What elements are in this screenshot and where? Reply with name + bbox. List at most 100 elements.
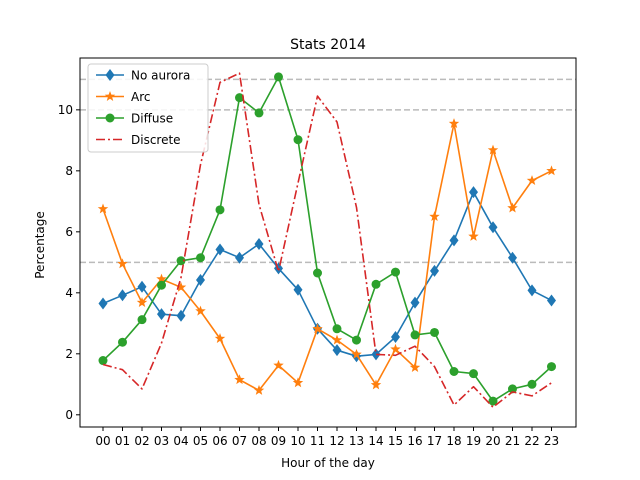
data-point bbox=[137, 315, 147, 325]
data-point bbox=[371, 279, 381, 289]
data-point bbox=[331, 334, 343, 345]
x-tick-label: 18 bbox=[446, 434, 461, 448]
y-axis-label: Percentage bbox=[33, 211, 47, 279]
x-tick-label: 03 bbox=[154, 434, 169, 448]
data-point bbox=[215, 205, 225, 215]
plot-area: 00 01 02 03 04 05 06 07 08 09 10 11 12 13 14 15 16 17 18 19… bbox=[58, 57, 577, 448]
data-point bbox=[430, 327, 439, 337]
x-tick-label: 19 bbox=[466, 434, 481, 448]
data-point bbox=[469, 369, 478, 379]
series-line bbox=[102, 76, 553, 402]
data-point bbox=[98, 297, 108, 310]
data-point bbox=[136, 297, 148, 308]
x-tick-label: 11 bbox=[310, 434, 325, 448]
x-tick-label: 22 bbox=[524, 434, 539, 448]
x-tick-label: 07 bbox=[232, 434, 247, 448]
data-point bbox=[547, 294, 556, 307]
legend-label: No aurora bbox=[131, 69, 190, 83]
data-point bbox=[390, 343, 401, 354]
data-point bbox=[118, 289, 127, 302]
data-point bbox=[195, 305, 206, 316]
x-tick-label: 23 bbox=[544, 434, 559, 448]
data-point bbox=[293, 283, 303, 296]
y-tick-label: 8 bbox=[65, 164, 73, 178]
y-tick-label: 4 bbox=[65, 286, 73, 300]
legend-box bbox=[87, 63, 209, 153]
data-point bbox=[547, 362, 556, 372]
data-point bbox=[409, 362, 421, 372]
data-point bbox=[98, 356, 108, 366]
data-point bbox=[293, 135, 303, 145]
data-point bbox=[234, 374, 245, 385]
data-point bbox=[469, 186, 478, 199]
data-point bbox=[175, 281, 187, 292]
data-point bbox=[527, 379, 537, 389]
data-point bbox=[351, 348, 362, 359]
data-point bbox=[487, 144, 499, 155]
x-tick-label: 00 bbox=[95, 434, 110, 448]
data-point bbox=[235, 251, 244, 264]
data-point bbox=[196, 253, 205, 263]
x-tick-label: 16 bbox=[407, 434, 422, 448]
data-point bbox=[429, 211, 440, 222]
x-tick-label: 09 bbox=[271, 434, 286, 448]
data-point bbox=[137, 280, 147, 293]
data-point bbox=[117, 258, 128, 269]
data-point bbox=[391, 267, 400, 277]
data-point bbox=[176, 256, 186, 266]
data-point bbox=[274, 72, 283, 82]
data-point bbox=[196, 274, 205, 287]
x-tick-label: 04 bbox=[173, 434, 188, 448]
x-tick-label: 14 bbox=[368, 434, 383, 448]
y-tick-label: 6 bbox=[65, 225, 73, 239]
data-point bbox=[527, 284, 537, 297]
legend-label: Arc bbox=[131, 90, 150, 104]
data-point bbox=[430, 264, 439, 277]
x-tick-label: 12 bbox=[329, 434, 344, 448]
data-point bbox=[157, 280, 166, 290]
data-point bbox=[352, 335, 361, 345]
data-point bbox=[156, 273, 167, 284]
data-point bbox=[488, 396, 498, 406]
data-point bbox=[105, 113, 115, 123]
data-point bbox=[312, 323, 323, 334]
data-point bbox=[508, 384, 517, 394]
data-point bbox=[546, 165, 557, 176]
data-point bbox=[273, 359, 284, 370]
plot-frame bbox=[79, 57, 577, 428]
data-point bbox=[332, 324, 342, 334]
data-point bbox=[97, 203, 109, 214]
x-tick-label: 10 bbox=[290, 434, 305, 448]
legend-label: Discrete bbox=[131, 133, 181, 147]
chart-title: Stats 2014 bbox=[290, 37, 366, 53]
data-point bbox=[157, 308, 166, 321]
data-point bbox=[507, 202, 518, 213]
data-point bbox=[410, 296, 420, 309]
data-point bbox=[253, 384, 265, 395]
data-point bbox=[410, 330, 420, 340]
x-tick-label: 17 bbox=[427, 434, 442, 448]
data-point bbox=[449, 366, 459, 376]
data-point bbox=[370, 379, 382, 390]
data-point bbox=[254, 238, 264, 251]
data-point bbox=[215, 243, 225, 256]
legend-label: Diffuse bbox=[131, 112, 173, 126]
data-point bbox=[391, 331, 400, 344]
x-tick-label: 08 bbox=[251, 434, 266, 448]
data-point bbox=[332, 344, 342, 357]
x-tick-label: 05 bbox=[193, 434, 208, 448]
data-point bbox=[449, 234, 459, 247]
data-point bbox=[448, 118, 460, 129]
y-tick-label: 10 bbox=[58, 103, 73, 117]
data-point bbox=[292, 377, 304, 388]
x-tick-label: 21 bbox=[505, 434, 520, 448]
x-tick-label: 01 bbox=[115, 434, 130, 448]
x-tick-label: 15 bbox=[388, 434, 403, 448]
x-tick-label: 13 bbox=[349, 434, 364, 448]
data-point bbox=[526, 175, 538, 186]
y-tick-label: 2 bbox=[65, 347, 73, 361]
x-axis-label: Hour of the day bbox=[281, 456, 375, 470]
series-line bbox=[102, 72, 552, 409]
data-point bbox=[254, 108, 264, 118]
x-tick-label: 06 bbox=[212, 434, 227, 448]
